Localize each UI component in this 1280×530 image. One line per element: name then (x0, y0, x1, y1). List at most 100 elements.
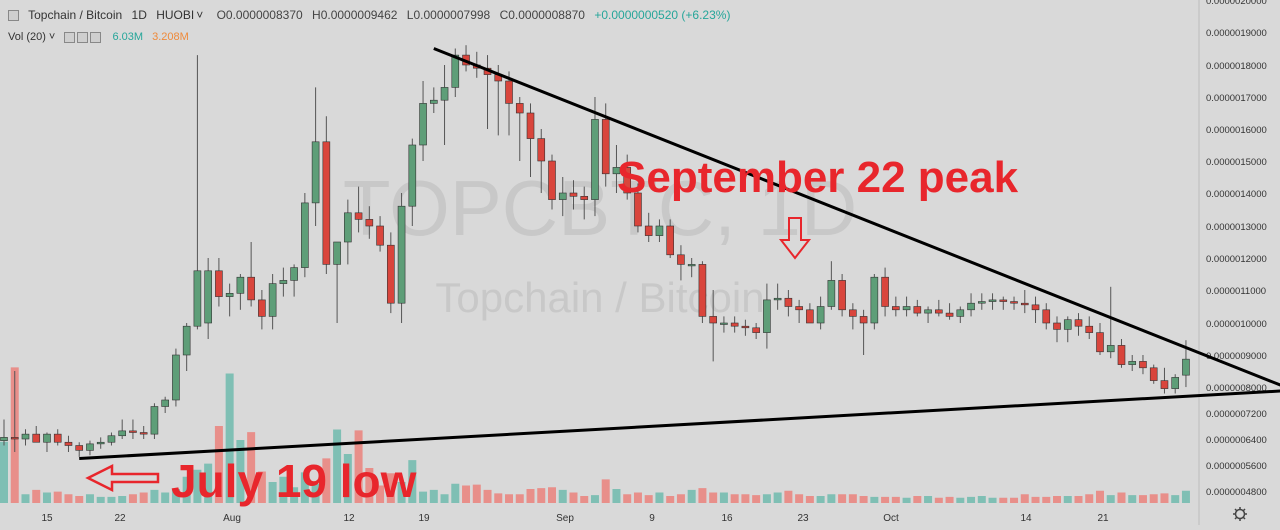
close-icon[interactable] (90, 31, 102, 43)
candle (290, 264, 298, 297)
eye-icon[interactable] (64, 31, 76, 43)
candle-body (988, 299, 997, 302)
candle-body (1085, 325, 1094, 333)
volume-bar (150, 489, 159, 503)
volume-bar (956, 497, 965, 503)
price-tick-label: 0.0000006400 (1206, 435, 1267, 446)
candle-body (75, 445, 84, 451)
candle-body (1106, 345, 1115, 353)
volume-bar (752, 495, 761, 503)
candle-body (365, 219, 374, 227)
price-tick-label: 0.0000015000 (1206, 157, 1267, 168)
candle-body (301, 202, 309, 268)
symbol-name[interactable]: Topchain / Bitcoin (28, 8, 123, 22)
candle-body (655, 225, 664, 236)
candle-body (505, 80, 513, 104)
volume-bar (64, 494, 73, 503)
candle-body (376, 225, 384, 246)
price-tick-label: 0.0000014000 (1206, 189, 1267, 200)
volume-bar (1095, 490, 1104, 503)
volume-bar (225, 373, 234, 503)
candle (365, 206, 374, 239)
candle (1010, 296, 1018, 310)
volume-bar (848, 494, 857, 503)
candle-body (687, 264, 696, 267)
volume-bar (42, 492, 51, 503)
candle-body (419, 103, 427, 146)
volume-bar (558, 489, 567, 503)
candle-body (43, 433, 51, 443)
volume-bar (687, 489, 696, 503)
candle (752, 323, 760, 339)
volume-bar (870, 496, 879, 503)
candle-body (924, 309, 932, 314)
volume-bar (171, 489, 180, 503)
candle-body (193, 270, 202, 327)
volume-bar (322, 458, 331, 503)
candle-body (86, 443, 94, 451)
candle (376, 216, 384, 252)
candle-body (784, 297, 793, 307)
candle-body (1096, 332, 1104, 353)
candle (849, 303, 857, 330)
volume-bar (999, 497, 1008, 503)
candle-body (172, 354, 180, 401)
gear-icon[interactable] (77, 31, 89, 43)
volume-bar (655, 492, 664, 503)
candle-body (881, 276, 889, 307)
volume-bar (1106, 495, 1115, 503)
candle (86, 440, 94, 456)
volume-bar (1160, 493, 1169, 503)
settings-gear-icon[interactable] (1233, 507, 1247, 521)
volume-bar (666, 496, 675, 503)
interval[interactable]: 1D (131, 8, 147, 22)
volume-bar (161, 492, 170, 503)
price-tick-label: 0.0000020000 (1206, 0, 1267, 7)
volume-bar (1042, 496, 1051, 503)
price-tick-label: 0.0000012000 (1206, 254, 1267, 265)
time-tick-label: 21 (1097, 513, 1109, 524)
candle (1031, 296, 1040, 323)
candle-body (956, 309, 965, 317)
price-axis[interactable]: 0.0000020000 0.0000019000 0.0000018000 0.00… (1198, 0, 1267, 525)
candle-body (1074, 319, 1083, 327)
candle (548, 154, 556, 210)
trendline (433, 47, 1280, 387)
candle-body (451, 54, 460, 88)
candle-body (752, 327, 760, 333)
symbol-legend: Topchain / Bitcoin 1D HUOBI ˅ O0.00000083… (8, 8, 736, 22)
time-tick-label: 14 (1020, 513, 1032, 524)
volume-label[interactable]: Vol (20) (8, 31, 46, 43)
candle (1074, 313, 1083, 336)
time-axis[interactable]: 15 22 Aug 12 19 Sep 9 16 23 Oct 14 21 (41, 513, 1109, 524)
candle (107, 432, 116, 446)
candle-body (859, 316, 868, 324)
candle (784, 290, 793, 317)
candle-body (977, 301, 986, 304)
candle-body (236, 276, 245, 294)
candle-body (333, 241, 341, 265)
chevron-down-icon[interactable]: ˅ (196, 8, 204, 22)
candle (322, 116, 331, 274)
volume-bar (881, 496, 890, 503)
candle-body (580, 196, 589, 200)
candle (193, 55, 202, 330)
candle (924, 306, 932, 323)
candle-body (258, 299, 266, 317)
volume-bar (1128, 495, 1137, 503)
volume-bar (85, 494, 94, 503)
candle (129, 419, 137, 439)
volume-bar (795, 494, 804, 503)
candle (709, 290, 717, 362)
candle (247, 242, 255, 307)
exchange[interactable]: HUOBI (156, 8, 195, 22)
chevron-down-icon[interactable]: ˅ (48, 31, 56, 43)
price-tick-label: 0.0000018000 (1206, 61, 1267, 72)
volume-bar (343, 454, 352, 503)
candle-body (816, 306, 825, 324)
candle (698, 261, 707, 323)
volume-bar (590, 495, 599, 503)
collapse-icon[interactable] (8, 10, 19, 22)
